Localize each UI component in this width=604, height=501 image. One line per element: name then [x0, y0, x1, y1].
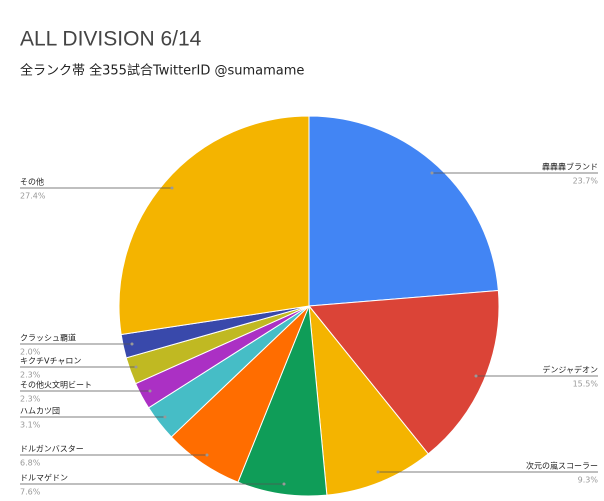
leader-dot: [430, 171, 434, 175]
slice-value-label: 15.5%: [573, 380, 599, 389]
leader-dot: [134, 365, 138, 369]
leader-dot: [376, 470, 380, 474]
leader-dot: [282, 482, 286, 486]
leader-dot: [130, 342, 134, 346]
slice-label: その他火文明ビート: [20, 380, 92, 390]
leader-dot: [163, 415, 167, 419]
chart-title: ALL DIVISION 6/14: [20, 28, 202, 51]
pie-slice: [118, 115, 310, 336]
pie-slice: [308, 304, 429, 496]
pie-slice: [308, 115, 499, 307]
leader-dot: [205, 453, 209, 457]
slice-label: キクチVチャロン: [20, 357, 81, 366]
slice-label: その他: [20, 177, 44, 187]
slice-value-label: 27.4%: [20, 192, 46, 201]
slice-label: ドルマゲドン: [20, 473, 68, 483]
slice-value-label: 9.3%: [578, 476, 599, 485]
slice-value-label: 2.3%: [20, 395, 41, 404]
slice-value-label: 6.8%: [20, 459, 41, 468]
slice-value-label: 3.1%: [20, 421, 41, 430]
slice-value-label: 2.0%: [20, 348, 41, 357]
slice-label: ハムカツ団: [20, 407, 60, 416]
leader-dot: [170, 186, 174, 190]
slice-value-label: 7.6%: [20, 488, 41, 497]
leader-dot: [474, 374, 478, 378]
slice-value-label: 23.7%: [573, 177, 599, 186]
leader-dot: [148, 389, 152, 393]
pie-slice: [308, 289, 500, 455]
slice-label: 次元の嵐スコーラー: [526, 461, 598, 471]
slice-label: ドルガンバスター: [20, 444, 84, 454]
slice-value-label: 2.3%: [20, 371, 41, 380]
slice-label: デンジャデオン: [542, 365, 598, 375]
slice-label: クラッシュ覇道: [20, 333, 76, 343]
chart-subtitle: 全ランク帯 全355試合TwitterID @sumamame: [20, 63, 304, 79]
slice-label: 轟轟轟ブランド: [542, 162, 598, 172]
